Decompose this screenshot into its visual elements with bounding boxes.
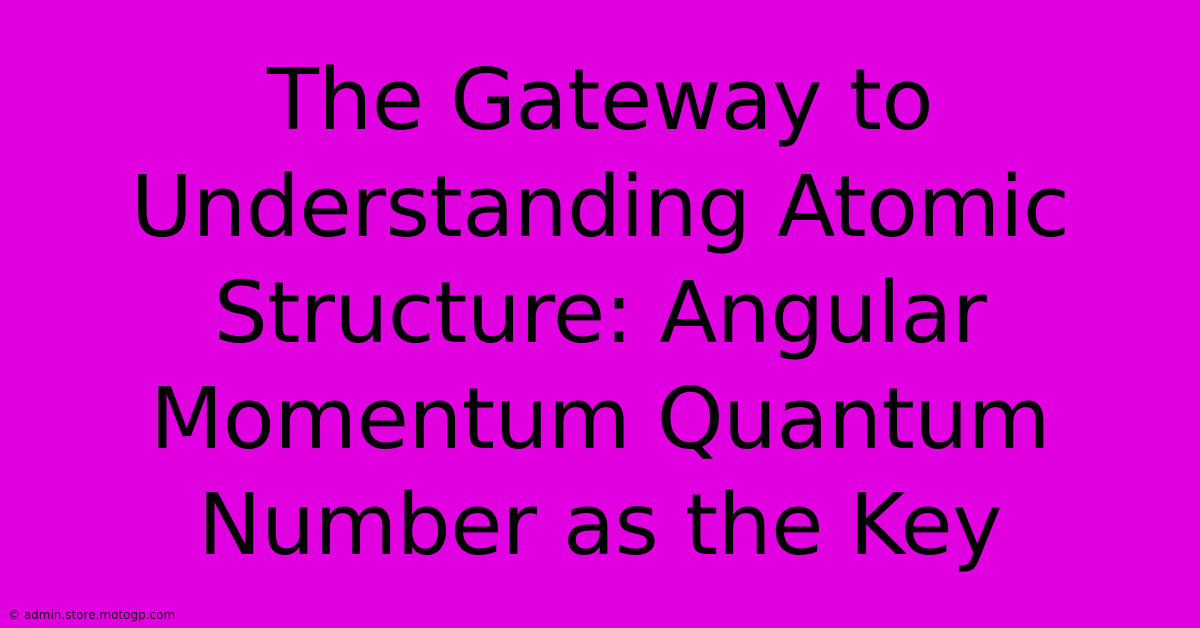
banner-container: The Gateway to Understanding Atomic Stru… xyxy=(0,0,1200,628)
attribution-text: © admin.store.motogp.com xyxy=(8,608,175,622)
banner-title: The Gateway to Understanding Atomic Stru… xyxy=(40,48,1160,579)
